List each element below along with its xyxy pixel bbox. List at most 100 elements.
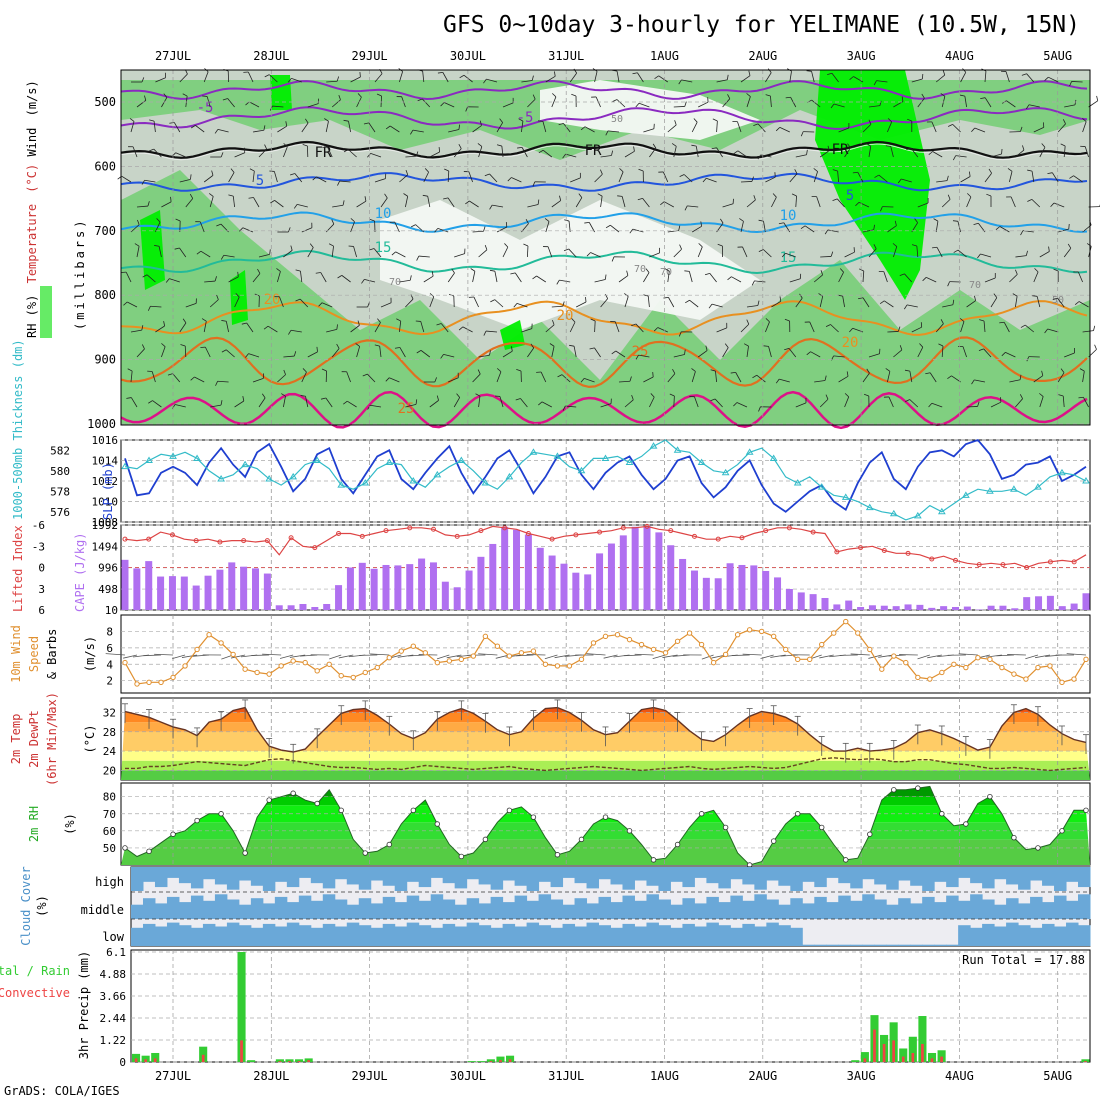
wind-barb-flag <box>612 99 618 103</box>
wind-speed-point <box>915 674 921 681</box>
wind-barb-flag <box>304 118 309 124</box>
rh-point <box>506 807 513 814</box>
wind-barb <box>836 198 845 208</box>
wind-barb-flag <box>504 243 509 248</box>
wind-barb <box>527 204 539 208</box>
wind-barb <box>326 328 337 333</box>
wind-barb-flag <box>443 197 449 200</box>
cloud-high-bar <box>946 867 959 888</box>
wind-barb <box>862 229 874 233</box>
wind-barb-flag <box>1074 99 1077 105</box>
wind-barb <box>228 172 235 183</box>
thickness-point <box>409 477 418 484</box>
wind-barb-flag <box>897 178 902 184</box>
cloud-high-bar <box>718 867 731 889</box>
chart-title: GFS 0~10day 3-hourly for YELIMANE (10.5W… <box>443 12 1080 38</box>
wind-barb-flag <box>337 180 341 186</box>
wind-barb <box>833 103 845 108</box>
wind-barb-flag <box>156 218 161 223</box>
wind-speed-point <box>782 646 789 653</box>
thickness-point <box>385 458 394 466</box>
lifted-index-point <box>976 562 982 568</box>
wind-barb <box>195 125 205 133</box>
wind-barb-flag <box>1041 370 1044 376</box>
wind-barb-flag <box>767 68 772 73</box>
wind-barb-flag <box>643 294 649 297</box>
wind-barb-flag <box>894 220 897 226</box>
wind-barb <box>448 129 460 133</box>
cloud-middle-bar <box>898 898 911 919</box>
wind-speed-point <box>398 648 404 654</box>
thickness-point <box>841 493 850 500</box>
rh2m-units: (%) <box>63 813 77 835</box>
lifted-index-line <box>124 525 1087 569</box>
cloud-middle-bar <box>658 899 671 919</box>
cloud-high-bar <box>742 867 755 885</box>
wind-barb-flag <box>733 150 739 155</box>
wind-speed-point <box>758 628 765 635</box>
cloud-middle-bar <box>1006 898 1019 919</box>
surface-wind-barb <box>850 653 870 656</box>
precip-convective-bar <box>288 1061 291 1062</box>
cape-bar <box>690 570 698 610</box>
cape-bar <box>892 606 900 610</box>
wind-barb-flag <box>727 94 731 99</box>
cloud-middle-bar <box>646 894 659 919</box>
cloud-middle-bar <box>970 894 983 919</box>
wind-barb <box>447 170 450 183</box>
wind-barb-flag <box>1032 295 1038 297</box>
wind-speed-point <box>903 659 909 666</box>
cape-bar <box>192 585 200 610</box>
wind-barb <box>584 126 595 133</box>
wind-barb-flag <box>312 176 317 181</box>
wind-barb-flag <box>1044 76 1049 81</box>
wind-barb-flag <box>611 256 615 262</box>
wind-barb-flag <box>336 76 340 82</box>
cape-bar <box>1023 597 1031 610</box>
wind-barb <box>291 78 302 83</box>
rh-point <box>146 848 152 855</box>
wind-barb-flag <box>763 345 769 347</box>
wind-barb-flag <box>818 293 823 297</box>
precip-convective-bar <box>1084 1061 1087 1062</box>
wind-barb-flag <box>248 197 254 199</box>
wind-barb <box>565 153 577 158</box>
contour-label: FR <box>315 145 332 161</box>
wind-barb-flag <box>127 368 133 372</box>
wind-speed-point <box>266 671 272 677</box>
wind-barb-flag <box>538 149 544 154</box>
cloud-low-bar <box>970 927 983 946</box>
wind-barb <box>588 222 595 233</box>
wind-barb-flag <box>241 322 247 325</box>
wind-barb-flag <box>300 395 306 397</box>
rh-point <box>122 845 128 851</box>
wind-barb <box>511 177 522 183</box>
wind-speed-point <box>819 641 825 648</box>
wind-barb-flag <box>753 123 759 126</box>
upper-ylabel-units: (millibars) <box>73 218 87 330</box>
wind-barb-flag <box>222 98 228 101</box>
wind-barb <box>1084 146 1089 158</box>
rh-point <box>314 800 320 807</box>
wind-barb <box>904 273 913 283</box>
wind-barb-flag <box>874 174 880 178</box>
wind-barb <box>301 227 313 233</box>
temp-ylabel-1: 2m Temp <box>9 714 23 765</box>
cape-bar <box>797 592 805 610</box>
wind-barb-flag <box>169 122 175 124</box>
cape-bar <box>394 565 402 610</box>
cape-bar <box>489 543 497 610</box>
wind-speed-point <box>987 656 993 663</box>
contour-label: 20 <box>842 335 859 351</box>
wind-barb-flag <box>873 224 875 230</box>
wind-barb-flag <box>879 300 885 305</box>
wind-barb <box>779 126 790 133</box>
wind-barb <box>906 304 918 308</box>
wind-barb-flag <box>283 143 288 148</box>
wind-barb <box>722 347 729 358</box>
precip-total-bar <box>141 1055 150 1062</box>
wind-barb-flag <box>757 300 760 306</box>
lifted-index-tick: -6 <box>32 519 45 532</box>
wind-barb <box>502 246 509 258</box>
wind-barb <box>307 247 314 258</box>
